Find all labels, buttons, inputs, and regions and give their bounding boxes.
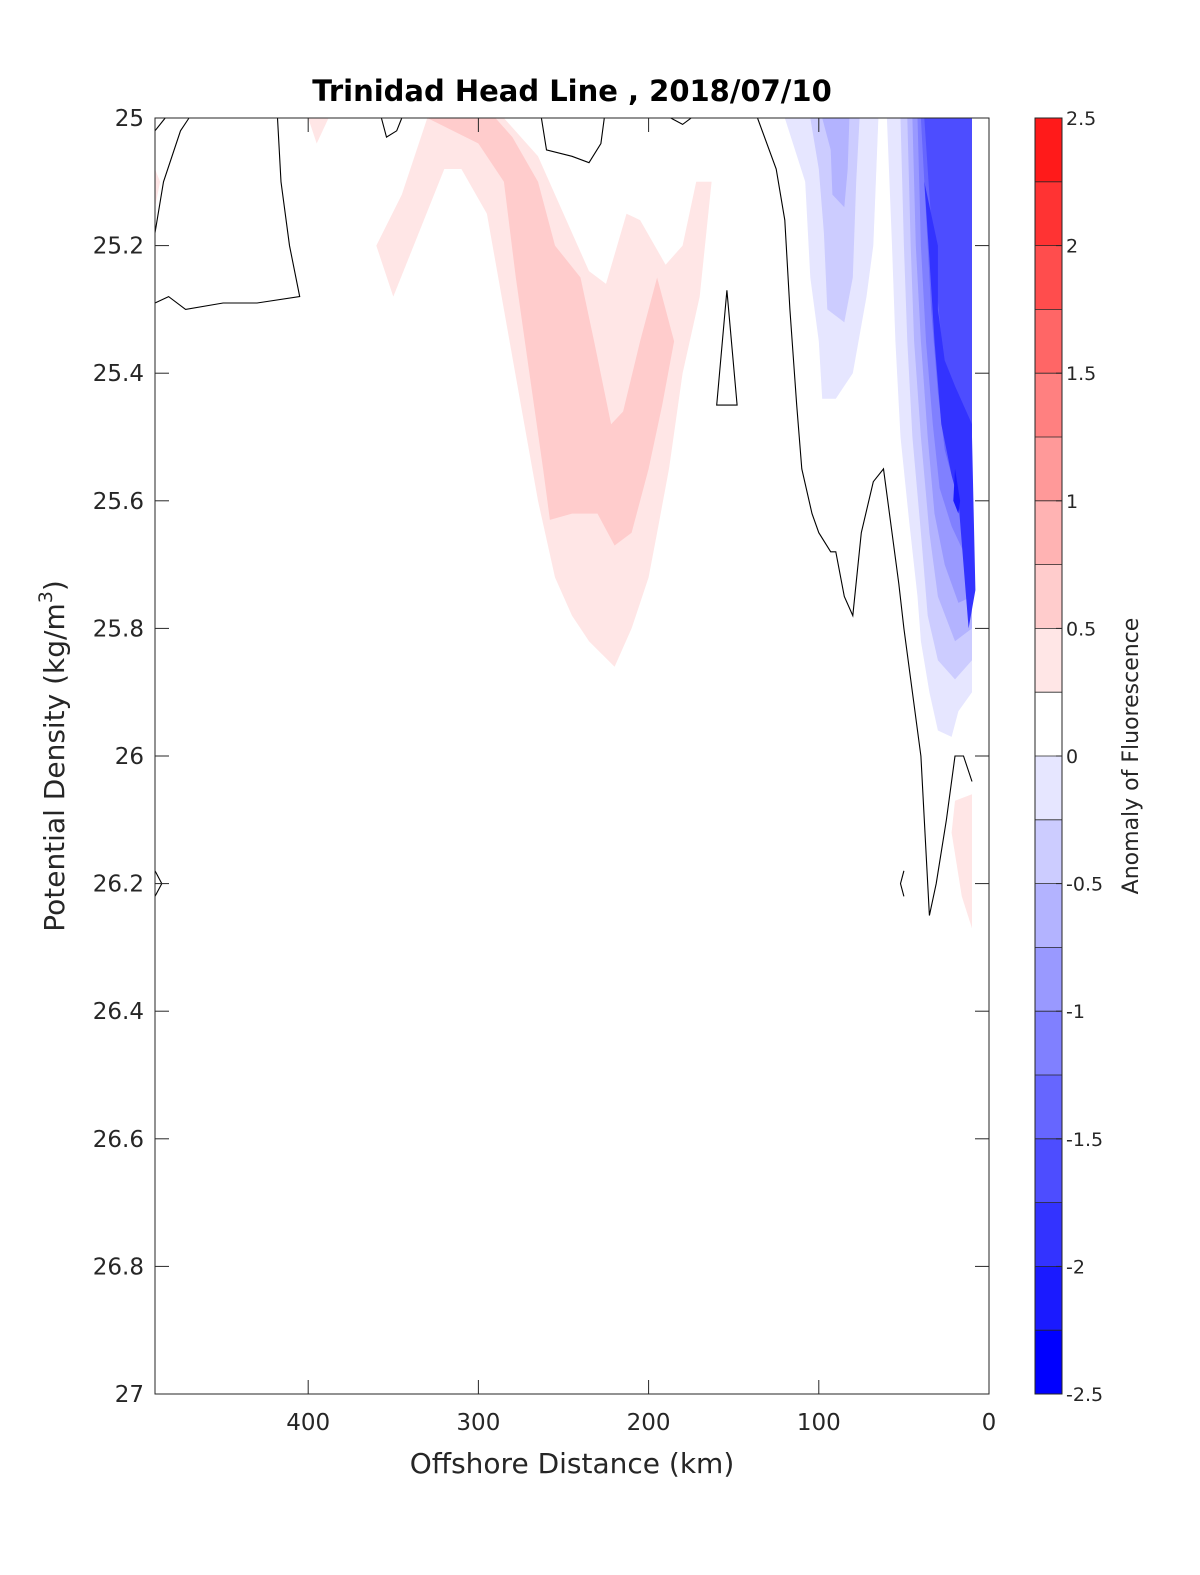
colorbar-tick-label: -1 xyxy=(1066,1001,1085,1023)
colorbar-band-17 xyxy=(1035,245,1062,310)
zero-contour-line-0 xyxy=(154,117,166,132)
colorbar-band-13 xyxy=(1035,500,1062,565)
colorbar-band-3 xyxy=(1035,1138,1062,1203)
y-tick-label: 26.4 xyxy=(93,999,144,1025)
y-axis-label-text: Potential Density (kg/m xyxy=(38,603,71,932)
colorbar-tick-label: -1.5 xyxy=(1066,1129,1103,1151)
colorbar-band-2 xyxy=(1035,1202,1062,1267)
y-tick-label: 25.4 xyxy=(93,361,144,387)
colorbar-tick-label: 2 xyxy=(1066,236,1078,258)
zero-contour-line-7 xyxy=(716,290,738,406)
x-tick-label: 0 xyxy=(982,1410,997,1436)
colorbar-tick-label: 0 xyxy=(1066,746,1078,768)
colorbar-tick-label: -0.5 xyxy=(1066,874,1103,896)
y-tick-label: 26.6 xyxy=(93,1127,144,1153)
colorbar: 2.5 2 1.5 1 0.5 0 -0.5 -1 -1.5 -2 -2.5 xyxy=(1034,108,1103,1406)
y-tick-label: 26 xyxy=(115,744,144,770)
colorbar-band-1 xyxy=(1035,1266,1062,1331)
zero-contour-layer xyxy=(154,117,973,916)
x-tick-label: 100 xyxy=(797,1410,841,1436)
x-axis-label: Offshore Distance (km) xyxy=(410,1447,735,1480)
x-tick-label: 400 xyxy=(286,1410,330,1436)
contour-region-8 xyxy=(822,118,850,208)
zero-contour-line-5 xyxy=(670,117,700,126)
contour-region-0 xyxy=(155,169,161,208)
chart-title: Trinidad Head Line , 2018/07/10 xyxy=(312,74,832,108)
colorbar-tick-label: 1.5 xyxy=(1066,363,1096,385)
colorbar-tick-label: -2.5 xyxy=(1066,1384,1103,1406)
colorbar-band-16 xyxy=(1035,309,1062,374)
zero-contour-line-1 xyxy=(154,117,190,233)
colorbar-band-19 xyxy=(1035,118,1062,182)
contour-fill-layer xyxy=(155,118,976,929)
y-tick-label: 26.2 xyxy=(93,872,144,898)
y-axis-label: Potential Density (kg/m3) xyxy=(35,580,71,932)
y-tick-label: 26.8 xyxy=(93,1254,144,1280)
colorbar-band-10 xyxy=(1035,692,1062,756)
contour-region-2 xyxy=(274,118,479,297)
x-axis: 400 300 200 100 0 xyxy=(286,118,996,1436)
colorbar-band-6 xyxy=(1035,947,1062,1012)
colorbar-band-18 xyxy=(1035,181,1062,246)
contour-region-16 xyxy=(924,181,976,629)
y-tick-label: 25.6 xyxy=(93,489,144,515)
contour-region-4 xyxy=(427,118,675,546)
y-tick-label: 25.2 xyxy=(93,234,144,260)
y-axis-label-suffix: ) xyxy=(38,580,71,591)
colorbar-band-12 xyxy=(1035,564,1062,629)
y-axis: 25 25.2 25.4 25.6 25.8 26 26.2 26.4 26.6 26.8 27 xyxy=(93,106,989,1408)
colorbar-label: Anomaly of Fluorescence xyxy=(1119,618,1144,895)
zero-contour-line-2 xyxy=(154,117,301,310)
colorbar-band-0 xyxy=(1035,1330,1062,1394)
colorbar-tick-label: 1 xyxy=(1066,491,1078,513)
colorbar-band-11 xyxy=(1035,628,1062,693)
colorbar-tick-label: 2.5 xyxy=(1066,108,1096,130)
colorbar-band-9 xyxy=(1035,756,1062,820)
zero-contour-line-8 xyxy=(899,870,905,897)
colorbar-band-14 xyxy=(1035,437,1062,501)
y-tick-label: 25.8 xyxy=(93,616,144,642)
x-tick-label: 300 xyxy=(456,1410,500,1436)
y-axis-label-superscript: 3 xyxy=(35,591,57,603)
colorbar-band-4 xyxy=(1035,1075,1062,1139)
y-tick-label: 27 xyxy=(115,1382,144,1408)
zero-contour-line-4 xyxy=(540,117,605,164)
y-tick-label: 25 xyxy=(115,106,144,132)
x-tick-label: 200 xyxy=(627,1410,671,1436)
contour-region-1 xyxy=(308,118,329,144)
colorbar-tick-label: -2 xyxy=(1066,1256,1085,1278)
contour-region-17 xyxy=(953,468,961,514)
colorbar-tick-label: 0.5 xyxy=(1066,618,1096,640)
colorbar-band-7 xyxy=(1035,883,1062,948)
contour-region-5 xyxy=(951,794,972,929)
colorbar-band-8 xyxy=(1035,819,1062,884)
colorbar-band-5 xyxy=(1035,1011,1062,1075)
colorbar-band-15 xyxy=(1035,373,1062,437)
contour-region-15 xyxy=(924,118,972,469)
zero-contour-line-6 xyxy=(756,117,973,916)
zero-contour-line-3 xyxy=(380,117,403,138)
